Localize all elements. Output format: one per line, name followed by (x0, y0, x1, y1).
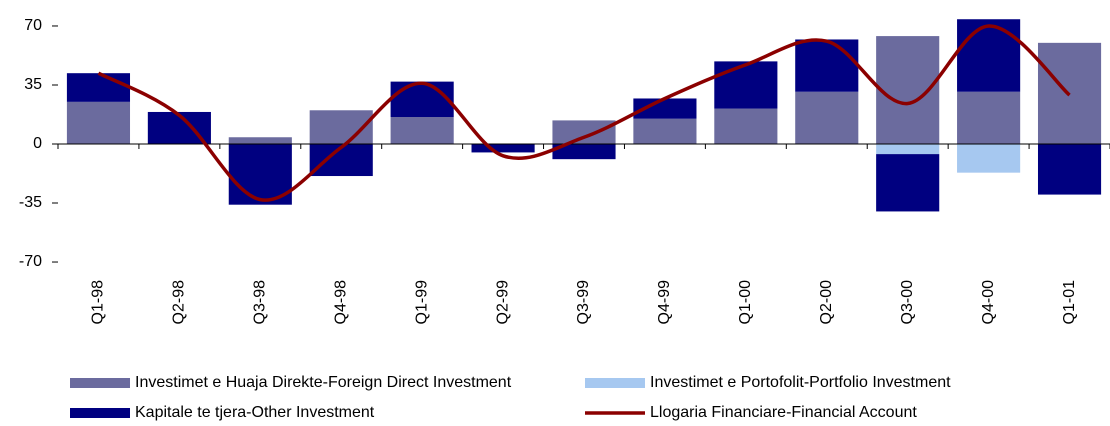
y-tick-label: 70 (24, 17, 42, 34)
legend-swatch (70, 378, 130, 388)
x-tick-label: Q1-00 (737, 280, 754, 325)
bar (66, 101, 131, 144)
bar (390, 117, 454, 144)
x-tick-label: Q2-99 (494, 280, 511, 325)
bar (795, 39, 859, 92)
x-tick-label: Q4-99 (656, 280, 673, 325)
bar (390, 81, 454, 118)
bar (552, 120, 616, 144)
legend-label: Investimet e Portofolit-Portfolio Invest… (650, 374, 951, 391)
x-tick-label: Q1-99 (413, 280, 430, 325)
y-tick-label: 35 (24, 76, 42, 93)
line (97, 24, 1071, 202)
x-tick-label: Q1-98 (90, 280, 107, 325)
x-tick-label: Q2-98 (171, 280, 188, 325)
legend-label: Investimet e Huaja Direkte-Foreign Direc… (135, 374, 512, 391)
x-tick-label: Q1-01 (1061, 280, 1078, 325)
x-tick-label: Q4-98 (332, 280, 349, 325)
y-tick-label: -35 (19, 194, 42, 211)
legend-swatch (70, 408, 130, 418)
bar (66, 73, 131, 102)
bar (714, 108, 778, 144)
x-tick-label: Q2-00 (818, 280, 835, 325)
x-tick-label: Q3-99 (575, 280, 592, 325)
bar (957, 144, 1021, 173)
bar (876, 154, 940, 212)
bar (957, 19, 1021, 92)
y-tick-label: -70 (19, 253, 42, 270)
legend-label: Kapitale te tjera-Other Investment (135, 404, 375, 421)
x-tick-label: Q3-98 (252, 280, 269, 325)
legend-label: Llogaria Financiare-Financial Account (650, 404, 917, 421)
bar (633, 118, 697, 144)
legend-swatch (585, 378, 645, 388)
bar (552, 144, 616, 160)
y-tick-label: 0 (33, 135, 42, 152)
bar (957, 91, 1021, 144)
x-tick-label: Q3-00 (899, 280, 916, 325)
bar (471, 144, 535, 153)
bar (228, 137, 292, 144)
bar (1037, 144, 1102, 195)
bar (795, 91, 859, 144)
x-tick-label: Q4-00 (980, 280, 997, 325)
bar (876, 144, 940, 155)
bar (714, 61, 778, 109)
bar (633, 98, 697, 119)
